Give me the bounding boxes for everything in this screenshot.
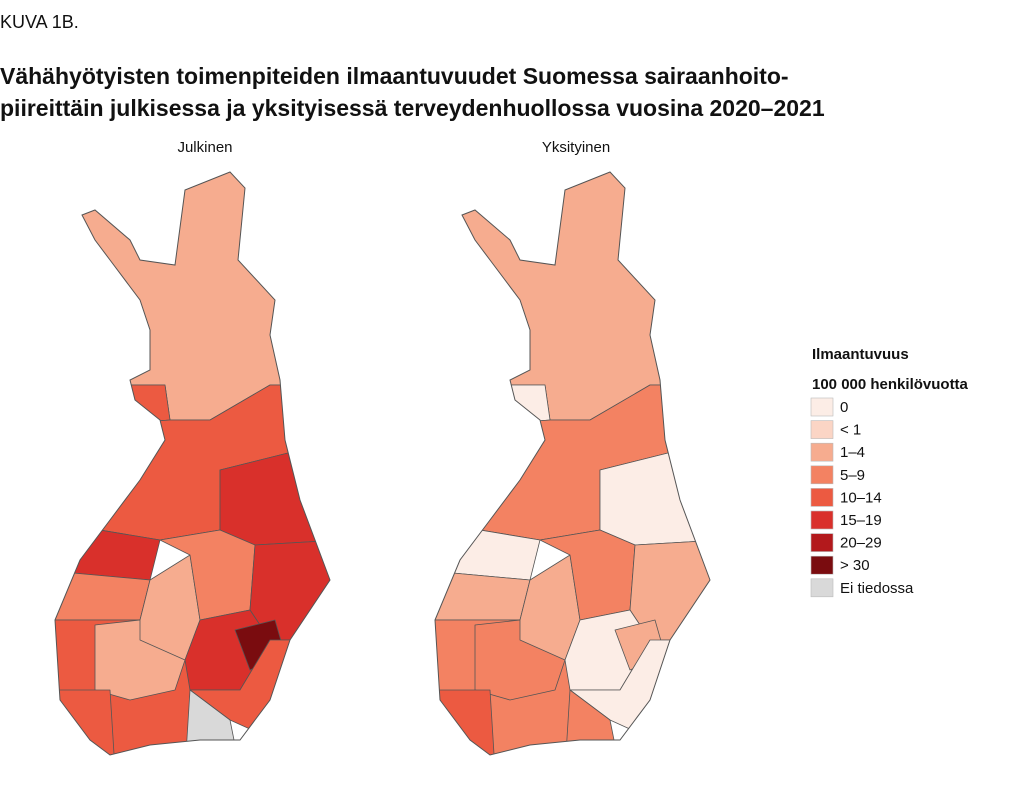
title-line: Vähähyötyisten toimenpiteiden ilmaantuvu… [0, 63, 789, 89]
legend-swatch [810, 533, 834, 552]
map-title: Julkinen [177, 139, 232, 156]
legend-swatch [810, 555, 834, 575]
legend-swatch [810, 420, 834, 439]
region [55, 689, 116, 755]
legend-label: < 1 [840, 422, 861, 439]
map-outline [54, 171, 331, 756]
legend-label: 0 [840, 399, 848, 416]
legend-swatch [810, 578, 834, 598]
legend-swatch [810, 465, 834, 485]
legend-label: 15–19 [840, 512, 882, 529]
figure-label: KUVA 1B. [0, 12, 79, 32]
legend-label: 1–4 [840, 444, 865, 461]
legend-label: > 30 [840, 557, 870, 574]
legend-swatch [810, 488, 834, 507]
legend-swatch [810, 397, 834, 417]
legend-label: 20–29 [840, 535, 882, 552]
region [435, 384, 551, 431]
legend-label: 5–9 [840, 467, 865, 484]
region [435, 172, 710, 421]
map [434, 171, 711, 756]
legend-label: 10–14 [840, 489, 882, 506]
region [435, 689, 496, 755]
legend-swatch [810, 510, 834, 530]
legend: 0 < 1 1–4 5–9 10–14 15–19 20–29 > 30 Ei tiedossa [810, 397, 914, 598]
region [55, 172, 330, 421]
title-line: piireittäin julkisessa ja yksityisessä t… [0, 95, 825, 121]
legend-title: Ilmaantuvuus [812, 346, 909, 363]
map-regions [55, 172, 330, 755]
map-title: Yksityinen [542, 139, 610, 156]
map [54, 171, 331, 756]
map-outline [434, 171, 711, 756]
legend-swatch [810, 442, 834, 462]
region [55, 384, 171, 431]
legend-subtitle: 100 000 henkilövuotta [812, 376, 969, 393]
legend-label: Ei tiedossa [840, 580, 914, 597]
map-regions [435, 172, 710, 755]
